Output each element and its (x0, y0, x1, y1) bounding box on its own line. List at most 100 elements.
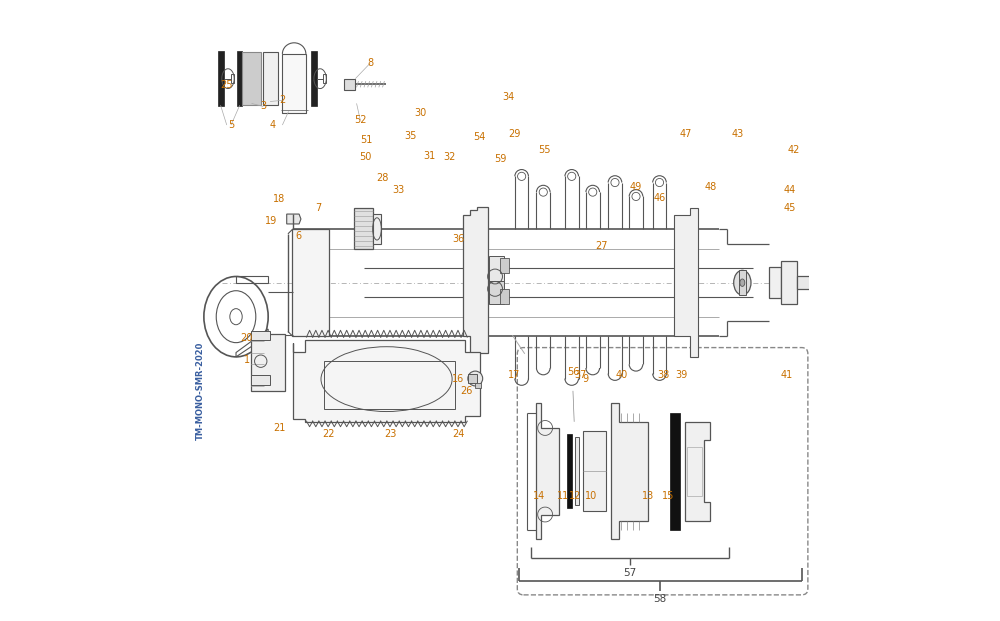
Text: 44: 44 (783, 185, 795, 195)
Bar (354, 209, 373, 248)
Bar (311, 51, 317, 106)
Text: 59: 59 (494, 154, 506, 164)
Ellipse shape (734, 270, 751, 295)
Bar (344, 79, 355, 90)
Text: 32: 32 (444, 152, 456, 162)
Text: 55: 55 (538, 145, 551, 155)
Ellipse shape (740, 279, 745, 286)
Text: 13: 13 (642, 491, 654, 501)
Text: 30: 30 (415, 107, 427, 117)
Text: 8: 8 (367, 58, 373, 68)
Text: 3: 3 (260, 101, 266, 112)
Polygon shape (293, 340, 480, 422)
Text: 37: 37 (575, 370, 587, 381)
Bar (489, 256, 504, 281)
Bar (583, 431, 606, 512)
Bar (781, 261, 797, 304)
Bar (687, 446, 702, 496)
Text: 11: 11 (557, 491, 569, 501)
Ellipse shape (468, 371, 483, 386)
Text: 20: 20 (240, 333, 253, 343)
Text: 14: 14 (533, 491, 545, 501)
Polygon shape (685, 422, 710, 520)
Text: 25: 25 (220, 80, 233, 90)
Bar (324, 361, 455, 409)
Text: 35: 35 (405, 131, 417, 141)
Bar (242, 52, 261, 105)
Bar (251, 376, 270, 384)
Text: 43: 43 (731, 129, 744, 139)
Text: 6: 6 (295, 231, 302, 242)
Bar (475, 383, 481, 388)
Text: 22: 22 (322, 429, 334, 439)
Text: TM-MONO-SMR-2020: TM-MONO-SMR-2020 (196, 342, 205, 440)
Text: 51: 51 (360, 135, 373, 145)
Text: 21: 21 (273, 423, 285, 433)
Text: 24: 24 (452, 429, 464, 439)
Bar (567, 434, 572, 509)
Text: 52: 52 (354, 115, 367, 125)
Text: 10: 10 (585, 491, 598, 501)
Bar (739, 270, 746, 295)
Text: 42: 42 (787, 145, 800, 155)
Text: 28: 28 (376, 173, 389, 183)
Bar (237, 51, 242, 106)
Bar (500, 258, 509, 273)
Text: 56: 56 (567, 368, 579, 378)
Text: 17: 17 (508, 370, 520, 381)
Text: 39: 39 (675, 370, 687, 381)
Polygon shape (463, 207, 488, 355)
Bar (251, 334, 285, 391)
Text: 41: 41 (780, 370, 792, 381)
Text: 50: 50 (359, 152, 371, 162)
Text: 7: 7 (315, 204, 321, 214)
Bar (251, 331, 270, 340)
Text: 47: 47 (679, 129, 692, 139)
Bar (575, 437, 579, 505)
Bar (834, 267, 852, 298)
Bar (218, 51, 224, 106)
Text: 31: 31 (423, 151, 436, 161)
Text: 16: 16 (452, 373, 464, 384)
Text: 49: 49 (630, 182, 642, 192)
Bar (769, 267, 781, 298)
Bar (500, 289, 509, 304)
Text: 9: 9 (582, 373, 588, 384)
Text: 27: 27 (595, 240, 608, 251)
Bar (797, 276, 831, 289)
Text: 46: 46 (654, 193, 666, 203)
Bar (263, 52, 278, 105)
Bar (373, 214, 381, 243)
Text: 23: 23 (384, 429, 397, 439)
Text: 38: 38 (657, 370, 669, 381)
Text: 26: 26 (460, 386, 472, 396)
Polygon shape (674, 209, 698, 357)
Text: 57: 57 (623, 568, 636, 578)
Bar (834, 261, 859, 304)
Text: 58: 58 (653, 594, 667, 604)
Text: 45: 45 (783, 204, 796, 214)
Polygon shape (611, 403, 648, 539)
Text: 54: 54 (473, 132, 486, 142)
Text: 48: 48 (704, 182, 716, 192)
Text: 29: 29 (509, 129, 521, 139)
Text: 1: 1 (243, 355, 250, 365)
Bar (282, 54, 306, 112)
Polygon shape (536, 403, 559, 539)
Text: 15: 15 (662, 491, 674, 501)
Bar (468, 374, 477, 383)
Text: 19: 19 (265, 216, 277, 226)
Bar (292, 229, 329, 337)
Text: 33: 33 (392, 185, 404, 195)
Bar (670, 412, 680, 530)
Text: 5: 5 (228, 120, 234, 130)
Bar (489, 281, 504, 304)
Text: 40: 40 (616, 370, 628, 381)
Polygon shape (287, 214, 301, 224)
Text: 18: 18 (273, 194, 285, 204)
Text: 4: 4 (269, 120, 276, 130)
Text: 12: 12 (569, 491, 581, 501)
Text: 36: 36 (452, 233, 465, 244)
Text: 34: 34 (503, 92, 515, 102)
Text: 2: 2 (279, 95, 286, 106)
